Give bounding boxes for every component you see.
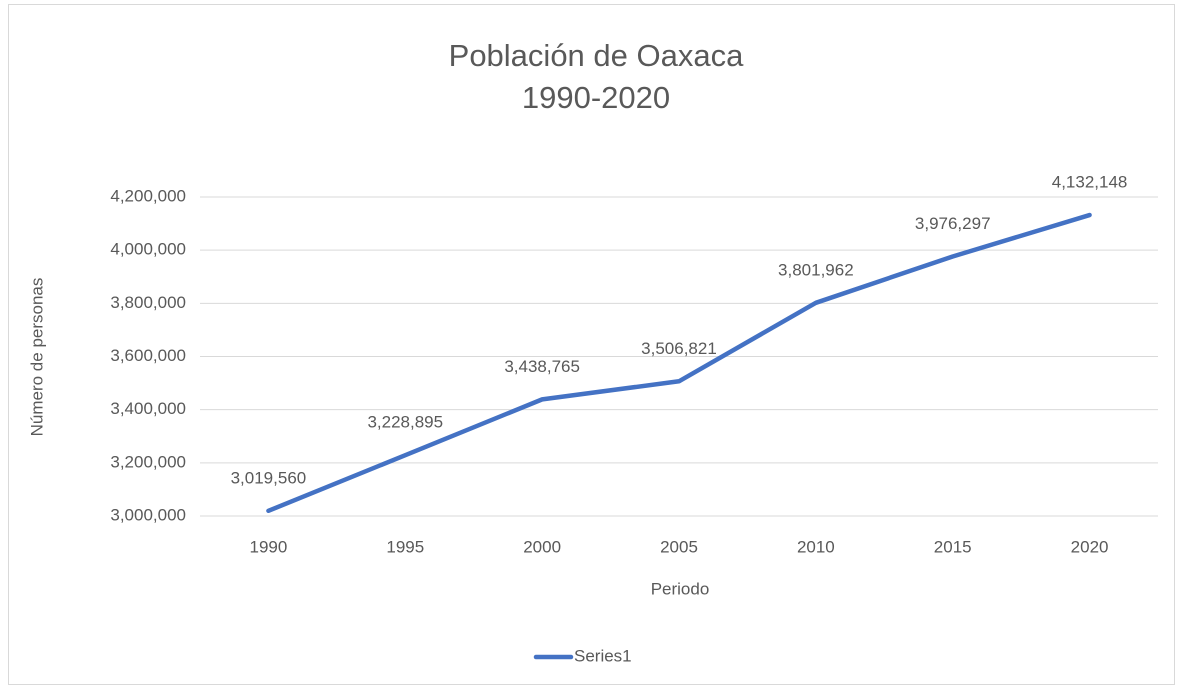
y-tick-label: 3,000,000: [110, 505, 186, 524]
data-label: 4,132,148: [1052, 173, 1128, 192]
y-tick-label: 4,200,000: [110, 186, 186, 205]
y-tick-label: 4,000,000: [110, 240, 186, 259]
data-label: 3,506,821: [641, 339, 717, 358]
data-label: 3,019,560: [231, 468, 307, 487]
x-tick-label: 1995: [386, 537, 424, 556]
data-label: 3,228,895: [367, 413, 443, 432]
chart-subtitle: 1990-2020: [522, 80, 670, 115]
data-label: 3,438,765: [504, 357, 580, 376]
x-tick-label: 2015: [934, 537, 972, 556]
x-tick-label: 2010: [797, 537, 835, 556]
chart-border: [8, 4, 1175, 685]
x-tick-label: 2005: [660, 537, 698, 556]
x-tick-label: 2020: [1071, 537, 1109, 556]
x-axis-label: Periodo: [651, 579, 710, 598]
y-tick-label: 3,800,000: [110, 293, 186, 312]
legend-label: Series1: [574, 646, 632, 665]
y-tick-label: 3,600,000: [110, 346, 186, 365]
x-tick-label: 2000: [523, 537, 561, 556]
y-tick-label: 3,400,000: [110, 399, 186, 418]
data-label: 3,801,962: [778, 260, 854, 279]
chart-title: Población de Oaxaca: [449, 38, 744, 73]
x-tick-label: 1990: [250, 537, 288, 556]
series-line: [266, 212, 1092, 514]
data-label: 3,976,297: [915, 214, 991, 233]
y-tick-label: 3,200,000: [110, 452, 186, 471]
y-axis-label: Número de personas: [27, 278, 46, 437]
